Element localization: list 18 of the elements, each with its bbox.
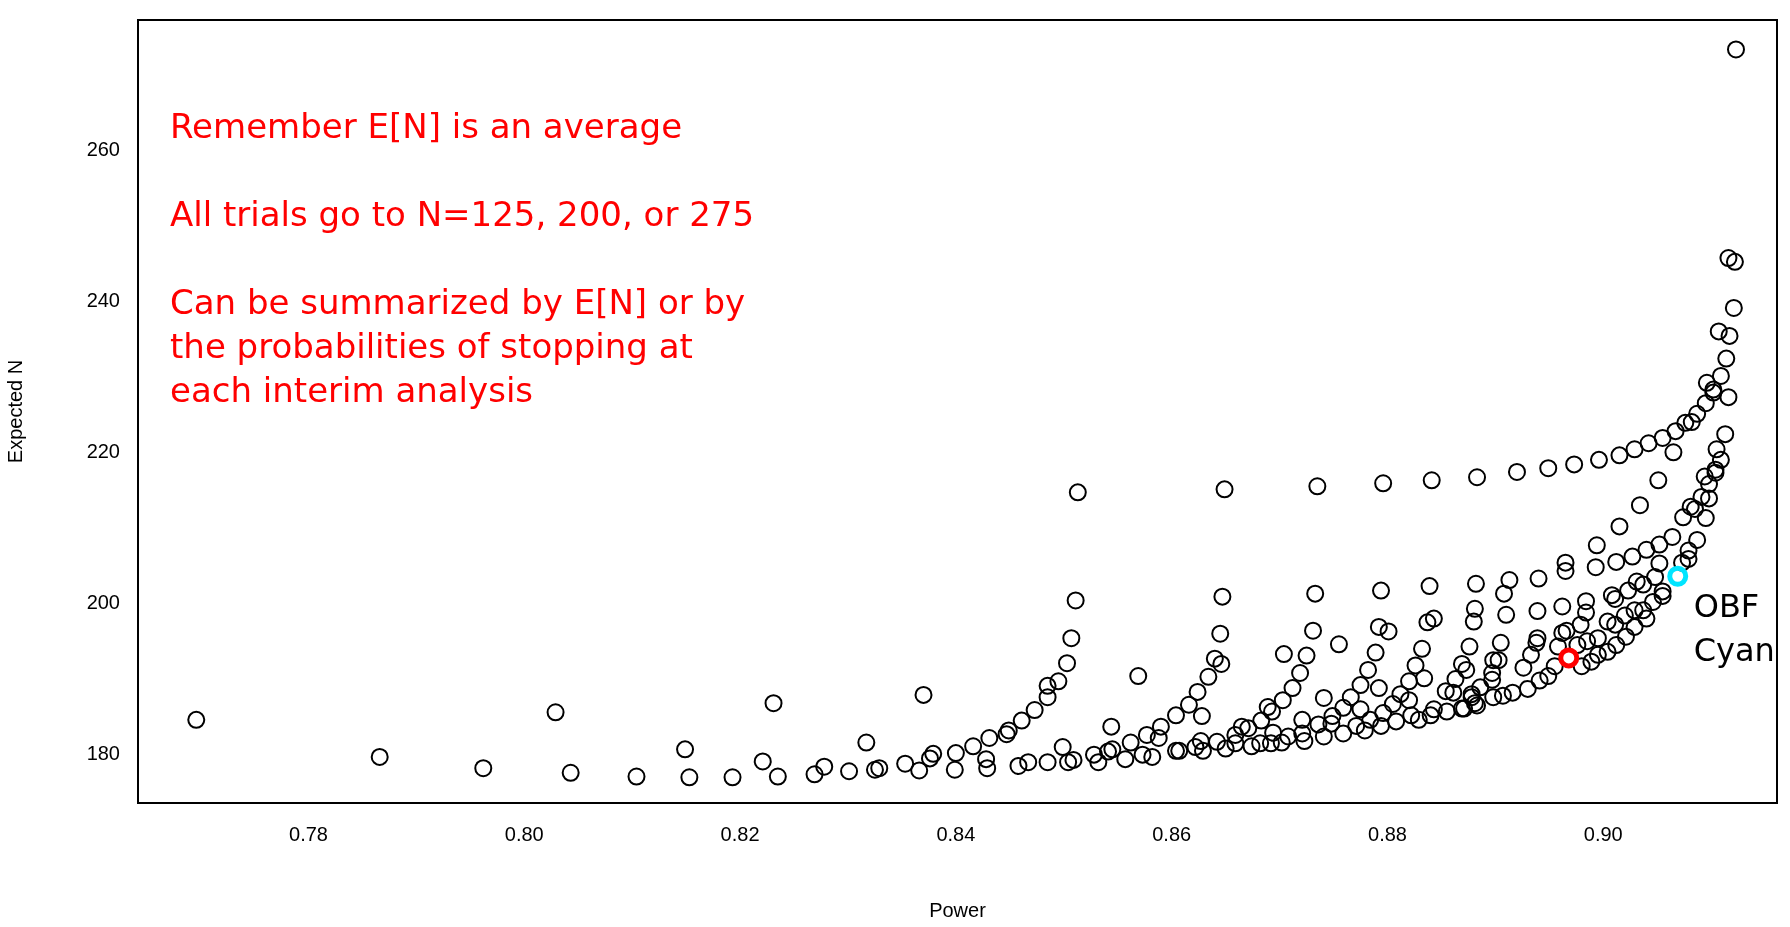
- annotation: Remember E[N] is an average: [170, 105, 684, 148]
- y-tick-label: 180: [86, 742, 120, 765]
- x-tick-label: 0.80: [504, 822, 544, 845]
- annotation: Can be summarized by E[N] or by the probabilities of stopping at each interim analysis: [170, 281, 747, 412]
- x-axis-title: Power: [929, 898, 987, 921]
- y-tick-label: 240: [86, 288, 120, 311]
- annotation: OBF Cyan: [1693, 586, 1776, 672]
- x-tick-label: 0.84: [936, 822, 976, 845]
- x-tick-label: 0.88: [1368, 822, 1407, 845]
- y-tick-label: 260: [86, 137, 120, 160]
- y-tick-label: 200: [86, 590, 120, 613]
- x-tick-label: 0.90: [1583, 822, 1623, 845]
- x-tick-label: 0.82: [720, 822, 760, 845]
- y-axis-title: Expected N: [3, 359, 26, 464]
- y-tick-label: 220: [86, 439, 120, 462]
- x-tick-label: 0.78: [289, 822, 328, 845]
- annotation: All trials go to N=125, 200, or 275: [170, 193, 756, 236]
- x-tick-label: 0.86: [1152, 822, 1192, 845]
